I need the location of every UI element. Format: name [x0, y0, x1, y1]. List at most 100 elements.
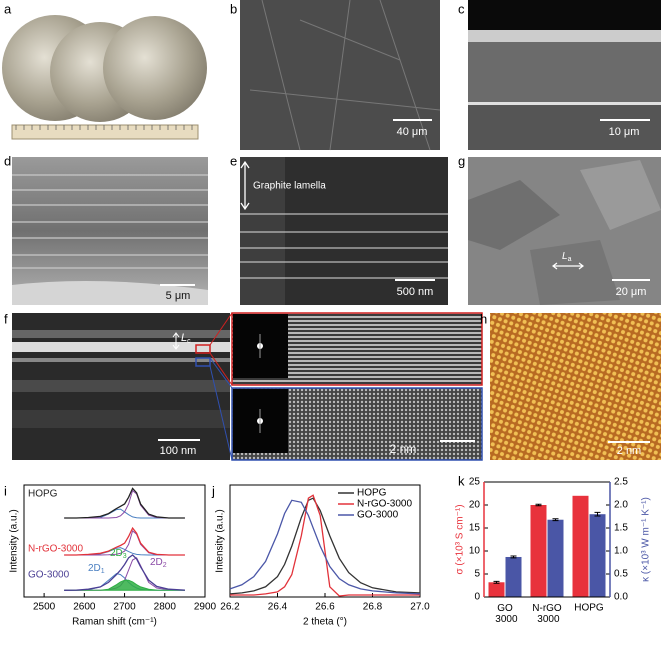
bar [572, 495, 589, 597]
image-detail [12, 281, 208, 305]
category-line: 3000 [534, 614, 559, 625]
image-detail [103, 16, 207, 120]
image-detail [468, 102, 661, 105]
image-detail [285, 157, 448, 305]
legend-label: GO-3000 [357, 510, 399, 521]
panel-label: e [230, 153, 237, 168]
y-axis-label: Intensity (a.u.) [9, 509, 20, 572]
fit-label-text: 2D [150, 557, 163, 568]
fit-label-text: 2D [110, 548, 123, 559]
scale-bar-label: 2 nm [390, 442, 417, 456]
fit-label-subscript: 1 [101, 568, 105, 575]
annotation-text: L [562, 251, 568, 262]
error-bar [594, 511, 601, 517]
image-detail [209, 357, 233, 461]
bar [547, 519, 564, 597]
y-tick-label: 20 [469, 500, 481, 511]
x-tick-label: 26.4 [268, 602, 288, 613]
panel-label: i [4, 483, 7, 498]
x-tick-label: 27.0 [410, 602, 430, 613]
y2-tick-label: 2.0 [614, 500, 628, 511]
line [229, 499, 421, 595]
bar [589, 514, 606, 597]
panel-label: f [4, 311, 8, 326]
scale-bar-label: 100 nm [160, 445, 197, 457]
error-bar [493, 580, 500, 584]
legend-label: HOPG [357, 488, 387, 499]
image-detail [15, 125, 193, 130]
panel-b: 40 μm b [230, 0, 441, 151]
y2-tick-label: 0.0 [614, 592, 628, 603]
fit-label-text: 2D [88, 563, 101, 574]
scale-bar-label: 5 μm [166, 290, 191, 302]
error-bar [552, 518, 559, 522]
panel-label: a [4, 1, 12, 16]
series-label: GO-3000 [28, 570, 70, 581]
image-detail [195, 344, 211, 354]
image-detail [468, 180, 560, 250]
bar [505, 556, 522, 597]
bar [530, 505, 547, 597]
y2-tick-label: 1.5 [614, 523, 628, 534]
x-tick-label: 2500 [33, 602, 56, 613]
y-tick-label: 5 [474, 569, 480, 580]
image-detail [11, 124, 199, 140]
annotation: Graphite lamella [253, 181, 326, 192]
y-axis-label: Intensity (a.u.) [215, 509, 226, 572]
category-line: GO [497, 603, 513, 614]
line [64, 487, 185, 519]
x-tick-label: 2700 [113, 602, 136, 613]
plot-frame [23, 484, 206, 598]
panel-label: k [458, 473, 465, 488]
annotation-subscript: c [187, 338, 191, 345]
x-axis-label: Raman shift (cm⁻¹) [72, 617, 157, 628]
line [229, 497, 421, 595]
panel-d: 5 μm d [4, 153, 208, 305]
image-detail [468, 0, 661, 32]
image-detail [12, 380, 230, 392]
x-tick-label: 26.6 [315, 602, 335, 613]
fit-label-subscript: 2 [163, 562, 167, 569]
x-tick-label: 2600 [73, 602, 96, 613]
series-label: HOPG [28, 489, 58, 500]
y-tick-label: 25 [469, 477, 481, 488]
x-tick-label: 26.2 [220, 602, 240, 613]
fit-curve [64, 579, 185, 591]
panel-e: Graphite lamella 500 nm e [230, 153, 448, 305]
image-detail [12, 330, 230, 338]
line [64, 526, 185, 556]
category-line: 3000 [492, 614, 517, 625]
image-detail [12, 410, 230, 428]
panel-h: 2 nm h [480, 311, 661, 460]
image-detail [530, 240, 620, 305]
panel-label: b [230, 1, 237, 16]
line [230, 494, 420, 597]
x-tick-label: GO 3000 [492, 603, 517, 625]
annotation: Lc [181, 332, 191, 345]
annotation-subscript: a [568, 256, 572, 263]
error-bar [535, 503, 542, 507]
panel-label: j [211, 483, 215, 498]
scale-bar-label: 10 μm [609, 126, 640, 138]
panel-label: g [458, 153, 465, 168]
image-detail [172, 332, 180, 350]
y2-axis-label: κ (×10³ W m⁻¹ K⁻¹) [641, 497, 652, 582]
annotation-text: L [181, 332, 187, 344]
image-detail [468, 42, 661, 102]
image-detail [12, 174, 208, 269]
x-axis-label: 2 theta (°) [303, 617, 347, 628]
category-line: N-rGO [532, 603, 562, 614]
image-detail [490, 313, 661, 460]
image-detail [580, 160, 661, 230]
image-detail [12, 358, 230, 362]
annotation: La [562, 251, 572, 263]
panel-label: c [458, 1, 465, 16]
fit-label: 2D2 [150, 557, 167, 569]
x-tick-label: N-rGO 3000 [532, 603, 562, 625]
panel-a: a [2, 1, 207, 140]
y2-tick-label: 0.5 [614, 569, 628, 580]
y-tick-label: 10 [469, 546, 481, 557]
error-bar [510, 555, 517, 559]
